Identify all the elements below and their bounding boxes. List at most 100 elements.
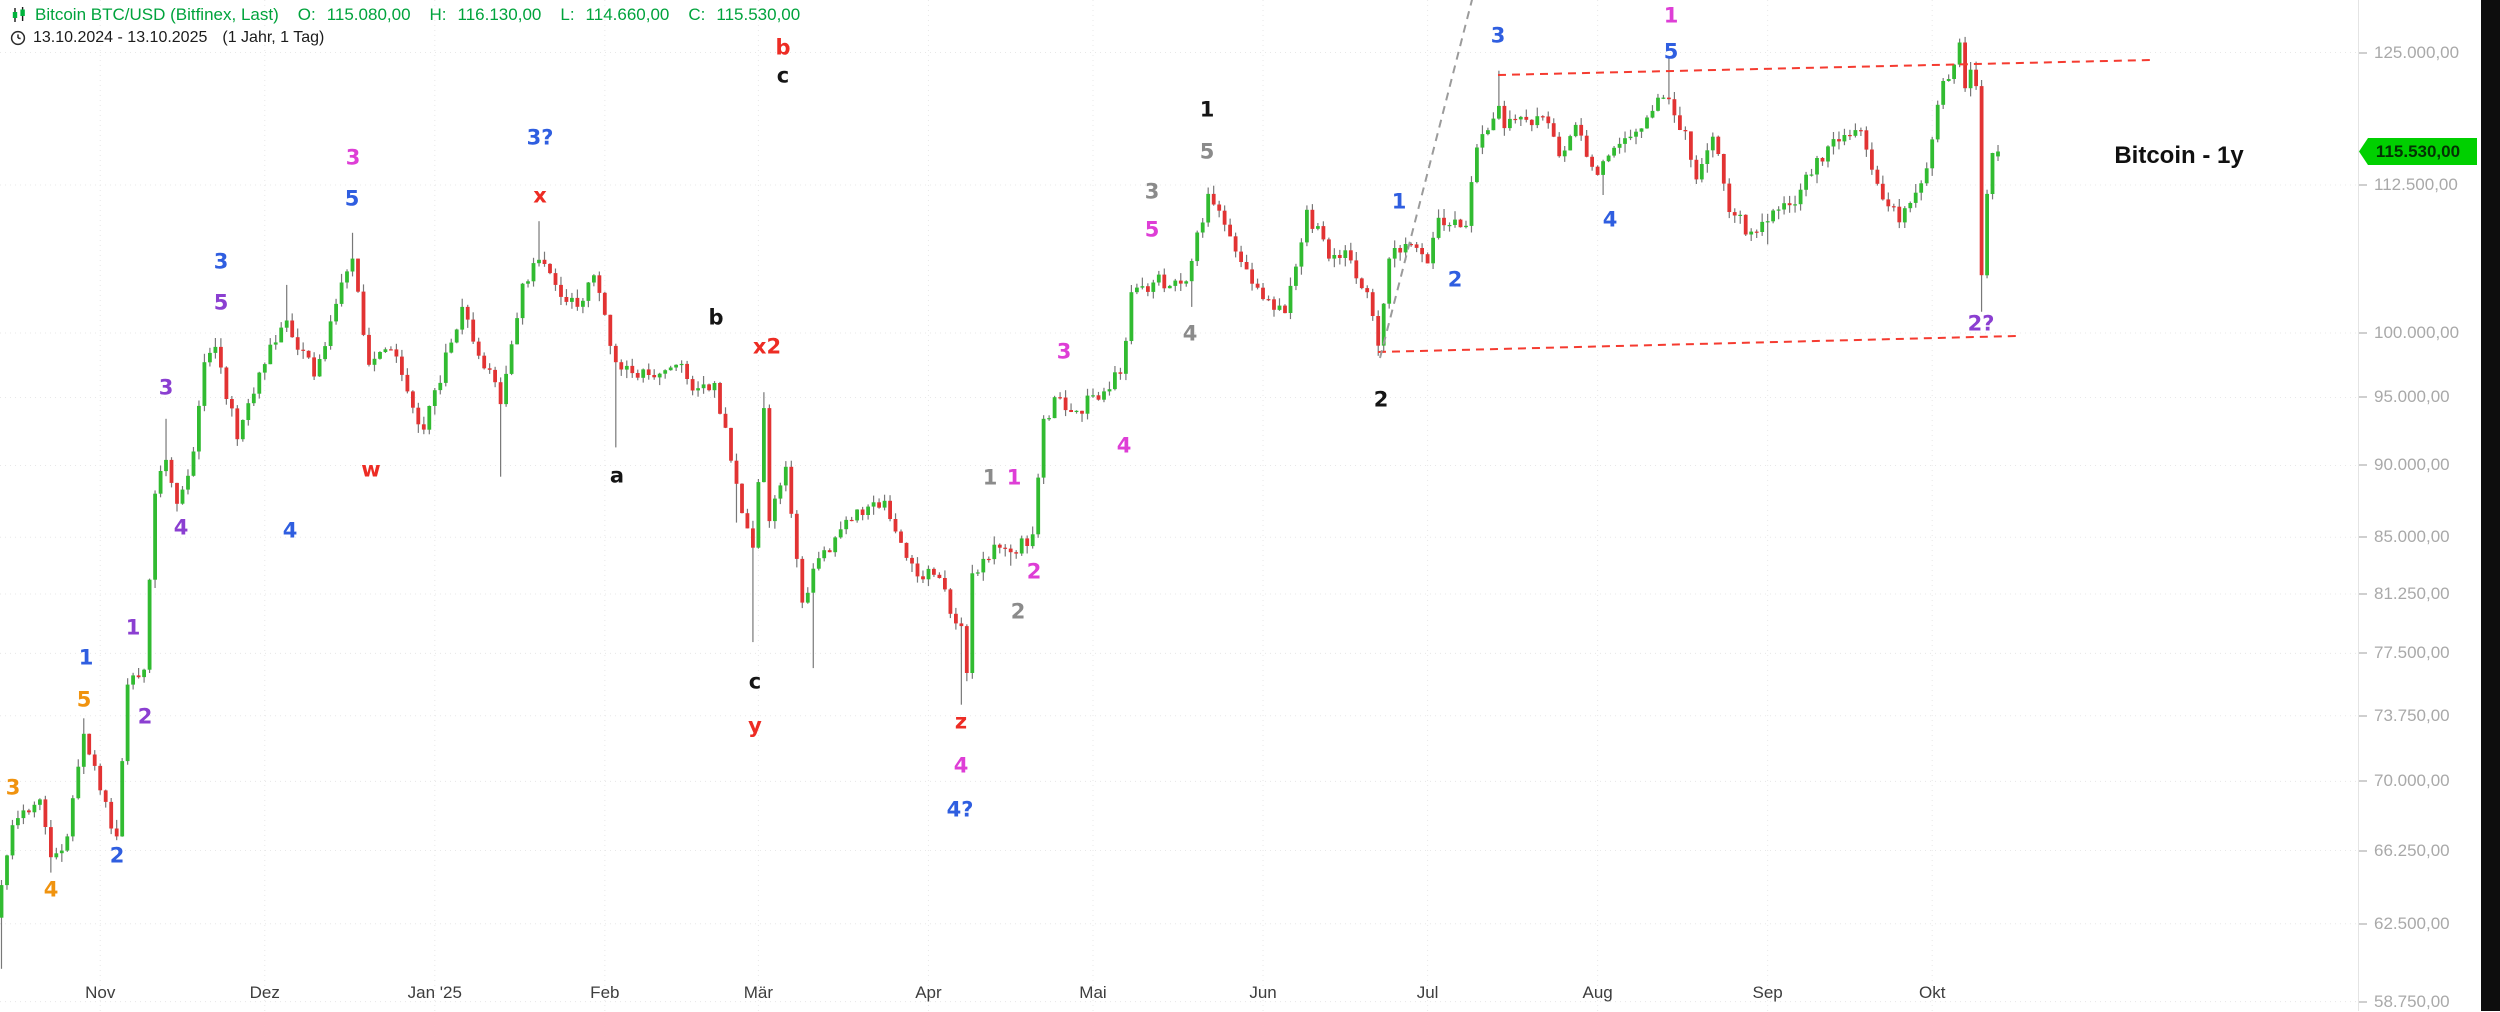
low-label: L: — [560, 5, 575, 24]
month-tick-label: Aug — [1582, 983, 1613, 1002]
month-tick-label: Jan '25 — [407, 983, 462, 1002]
month-tick-label: Mär — [743, 983, 774, 1002]
wave-label-black-1[interactable]: 1 — [1199, 97, 1215, 122]
wave-label-purple-4[interactable]: 4 — [173, 515, 189, 540]
price-tick-mark — [2359, 780, 2367, 783]
wave-label-blue-2[interactable]: 2 — [109, 843, 125, 868]
wave-label-black-a[interactable]: a — [609, 463, 625, 488]
wave-label-black-2[interactable]: 2 — [1373, 387, 1389, 412]
price-tick-label: 112.500,00 — [2374, 174, 2458, 194]
price-tick-label: 77.500,00 — [2374, 643, 2450, 663]
price-tick-mark — [2359, 1000, 2367, 1003]
wave-label-gray-4[interactable]: 4 — [1182, 321, 1198, 346]
wave3-projection-line[interactable] — [1379, 0, 1474, 359]
wave-label-magenta-1[interactable]: 1 — [1006, 465, 1022, 490]
month-tick-label: Feb — [590, 983, 620, 1002]
price-tick-label: 95.000,00 — [2374, 387, 2450, 407]
wave-label-blue-3[interactable]: 3 — [213, 249, 229, 274]
price-tick-mark — [2359, 332, 2367, 334]
wave-label-black-c[interactable]: c — [748, 669, 762, 694]
wave-label-purple-1[interactable]: 1 — [125, 615, 141, 640]
wave-label-blue-1[interactable]: 1 — [1391, 189, 1407, 214]
wave-label-red-x[interactable]: x — [533, 183, 547, 208]
price-tick-mark — [2359, 51, 2367, 54]
wave-label-magenta-4[interactable]: 4 — [1116, 433, 1132, 458]
wave-label-red-z[interactable]: z — [954, 709, 968, 734]
price-tick-label: 100.000,00 — [2374, 323, 2460, 342]
wave-label-blue-3[interactable]: 3 — [1490, 23, 1506, 48]
month-tick-label: Jun — [1249, 983, 1277, 1002]
wave-label-orange-4[interactable]: 4 — [43, 877, 59, 902]
chart-header: Bitcoin BTC/USD (Bitfinex, Last) O: 115.… — [10, 5, 800, 47]
month-tick-label: Jul — [1416, 983, 1439, 1002]
wave-label-orange-5[interactable]: 5 — [76, 687, 92, 712]
wave-label-red-b[interactable]: b — [775, 35, 791, 60]
wave-label-purple-3[interactable]: 3 — [158, 375, 174, 400]
price-tick-label: 85.000,00 — [2374, 527, 2450, 547]
wave-label-black-c[interactable]: c — [776, 63, 790, 88]
price-tick-label: 62.500,00 — [2374, 913, 2450, 933]
wave-label-blue-1[interactable]: 1 — [78, 645, 94, 670]
price-tick-mark — [2359, 714, 2367, 717]
wave-label-blue-5[interactable]: 5 — [344, 186, 360, 211]
price-tick-label: 58.750,00 — [2374, 991, 2450, 1011]
open-label: O: — [297, 5, 316, 24]
wave-label-blue-5[interactable]: 5 — [1663, 39, 1679, 64]
wave-label-magenta-3[interactable]: 3 — [345, 145, 361, 170]
wave-label-purple-5[interactable]: 5 — [213, 290, 229, 315]
right-scrollbar[interactable] — [2481, 0, 2500, 1011]
price-tick-label: 81.250,00 — [2374, 584, 2450, 603]
wave-label-blue-4[interactable]: 4 — [1602, 207, 1618, 232]
wave-label-gray-1[interactable]: 1 — [982, 465, 998, 490]
month-tick-label: Sep — [1752, 983, 1783, 1002]
price-tick-label: 70.000,00 — [2374, 771, 2450, 791]
wave-label-purple-2q[interactable]: 2? — [1967, 311, 1995, 336]
wave-label-magenta-5[interactable]: 5 — [1144, 217, 1160, 242]
instrument-name: Bitcoin BTC/USD (Bitfinex, Last) — [35, 5, 279, 24]
price-tick-label: 125.000,00 — [2374, 42, 2460, 62]
candles — [0, 36, 2000, 969]
price-tick-label: 90.000,00 — [2374, 455, 2450, 475]
wave-label-gray-5[interactable]: 5 — [1199, 139, 1215, 164]
wave-label-gray-3[interactable]: 3 — [1144, 179, 1160, 204]
wave-label-blue-4[interactable]: 4 — [282, 518, 298, 543]
wave-label-red-y[interactable]: y — [748, 713, 762, 738]
price-tick-mark — [2359, 922, 2367, 925]
wave-label-blue-3q[interactable]: 3? — [526, 125, 554, 150]
high-label: H: — [429, 5, 447, 24]
price-tick-mark — [2359, 536, 2367, 539]
wave-label-magenta-4[interactable]: 4 — [953, 753, 969, 778]
price-tick-label: 66.250,00 — [2374, 840, 2450, 860]
wave-label-magenta-3[interactable]: 3 — [1056, 339, 1072, 364]
open-value: 115.080,00 — [326, 5, 411, 24]
interval-label: (1 Jahr, 1 Tag) — [222, 29, 325, 46]
wave-label-magenta-2[interactable]: 2 — [1026, 559, 1042, 584]
wave-label-blue-4q[interactable]: 4? — [946, 797, 974, 822]
price-tick-mark — [2359, 849, 2367, 852]
chart-title-label[interactable]: Bitcoin - 1y — [2114, 142, 2244, 169]
wave-label-gray-2[interactable]: 2 — [1010, 599, 1026, 624]
month-tick-label: Apr — [915, 983, 942, 1002]
wave-label-orange-3[interactable]: 3 — [5, 775, 21, 800]
last-price-tag: 115.530,00 — [2359, 138, 2477, 166]
date-range: 13.10.2024 - 13.10.2025 — [33, 29, 208, 46]
last-price-value: 115.530,00 — [2375, 141, 2461, 161]
price-tick-label: 73.750,00 — [2374, 705, 2450, 725]
wave-label-red-x2[interactable]: x2 — [752, 334, 782, 359]
wave-label-red-w[interactable]: w — [361, 457, 381, 482]
wave-label-purple-2[interactable]: 2 — [137, 704, 153, 729]
wave-label-black-b[interactable]: b — [708, 305, 724, 330]
price-tick-mark — [2359, 652, 2367, 655]
close-label: C: — [688, 5, 706, 24]
clock-icon — [10, 30, 26, 46]
date-range-header: 13.10.2024 - 13.10.2025 (1 Jahr, 1 Tag) — [10, 29, 800, 47]
axis-separator — [2358, 0, 2359, 1011]
wave-label-magenta-1[interactable]: 1 — [1663, 3, 1679, 28]
wave-label-blue-2[interactable]: 2 — [1447, 267, 1463, 292]
upper-channel-line[interactable] — [1497, 59, 2151, 76]
